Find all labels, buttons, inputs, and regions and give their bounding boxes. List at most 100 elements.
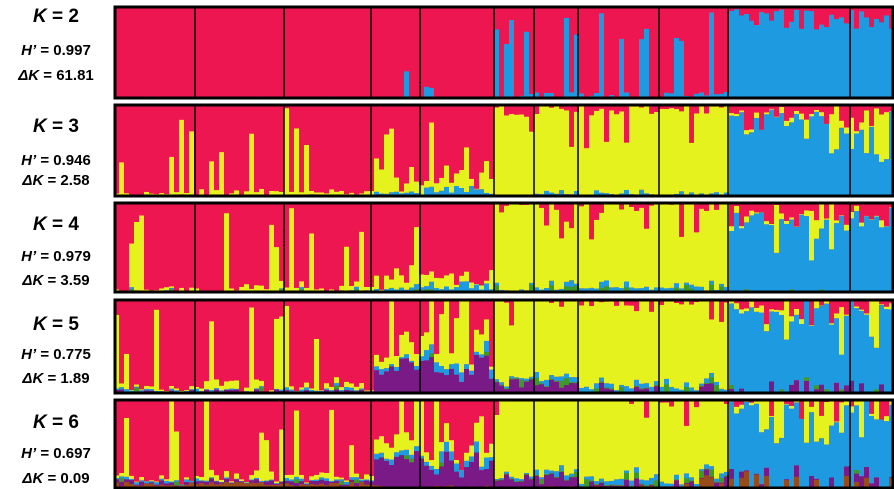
membership-bar: [244, 202, 250, 285]
membership-bar: [784, 299, 790, 340]
membership-bar: [824, 26, 830, 99]
membership-bar: [594, 484, 600, 486]
membership-bar: [569, 476, 575, 478]
membership-bar: [699, 286, 705, 293]
membership-bar: [324, 478, 330, 481]
membership-bar: [724, 6, 730, 92]
membership-bar: [314, 399, 320, 475]
membership-bar: [234, 299, 240, 381]
membership-bar: [559, 238, 565, 289]
membership-bar: [489, 457, 495, 461]
membership-bar: [279, 280, 285, 289]
membership-bar: [429, 281, 435, 290]
membership-bar: [279, 429, 285, 482]
membership-bar: [414, 202, 420, 228]
membership-bar: [799, 202, 805, 215]
membership-bar: [689, 480, 695, 482]
membership-bar: [454, 287, 460, 293]
membership-bar: [719, 286, 725, 293]
membership-bar: [439, 466, 445, 489]
membership-bar: [559, 108, 565, 191]
membership-bar: [484, 351, 490, 356]
membership-bar: [644, 299, 650, 384]
membership-bar: [834, 19, 840, 100]
membership-bar: [824, 300, 830, 304]
membership-bar: [489, 299, 495, 367]
membership-bar: [259, 104, 265, 190]
membership-bar: [719, 202, 725, 284]
membership-bar: [629, 6, 635, 97]
membership-bar: [784, 104, 790, 121]
membership-bar: [504, 44, 510, 99]
membership-bar: [439, 314, 445, 367]
membership-bar: [419, 399, 425, 456]
membership-bar: [234, 399, 240, 474]
membership-bar: [554, 380, 560, 382]
membership-bar: [639, 189, 645, 197]
membership-bar: [779, 9, 785, 99]
membership-bar: [744, 471, 750, 489]
membership-bar: [784, 339, 790, 394]
membership-bar: [844, 6, 850, 24]
membership-bar: [169, 202, 175, 287]
membership-bar: [319, 192, 325, 195]
membership-bar: [564, 221, 570, 282]
membership-bar: [769, 415, 775, 417]
membership-bar: [124, 481, 130, 489]
membership-bar: [654, 381, 660, 386]
membership-bar: [229, 380, 235, 389]
membership-bar: [309, 476, 315, 481]
membership-bar: [629, 299, 635, 306]
membership-bar: [534, 399, 540, 470]
membership-bar: [854, 6, 860, 29]
membership-bar: [874, 477, 880, 489]
membership-bar: [709, 202, 715, 281]
membership-bar: [489, 202, 495, 270]
membership-bar: [509, 19, 515, 100]
membership-bar: [164, 480, 170, 484]
membership-bar: [639, 6, 645, 40]
membership-bar: [449, 299, 455, 354]
membership-bar: [214, 202, 220, 292]
membership-bar: [749, 104, 755, 130]
membership-bar: [769, 225, 775, 293]
membership-bar: [354, 473, 360, 478]
membership-bar: [579, 6, 585, 94]
membership-bar: [614, 399, 620, 480]
membership-bar: [204, 6, 210, 98]
membership-bar: [524, 472, 530, 474]
membership-bar: [774, 299, 780, 310]
membership-bar: [449, 104, 455, 183]
membership-bar: [129, 389, 135, 391]
membership-bar: [719, 283, 725, 287]
membership-bar: [219, 104, 225, 153]
membership-bar: [644, 228, 650, 287]
membership-bar: [524, 380, 530, 382]
membership-bar: [424, 399, 430, 453]
membership-bar: [554, 471, 560, 477]
membership-bar: [714, 209, 720, 290]
panel-label-k6: K = 6 H’ = 0.697 ΔK = 0.09: [0, 398, 112, 489]
membership-bar: [744, 104, 750, 131]
membership-bar: [204, 381, 210, 390]
membership-bar: [294, 128, 300, 196]
membership-bar: [699, 477, 705, 479]
membership-bar: [814, 301, 820, 309]
membership-bar: [304, 202, 310, 288]
membership-bar: [479, 299, 485, 335]
membership-bar: [399, 358, 405, 394]
membership-bar: [504, 399, 510, 472]
membership-bar: [404, 282, 410, 290]
membership-bar: [814, 399, 820, 442]
membership-bar: [459, 169, 465, 188]
membership-bar: [494, 107, 500, 197]
membership-bar: [164, 6, 170, 98]
membership-bar: [114, 479, 120, 483]
membership-bar: [249, 307, 255, 392]
membership-bar: [839, 17, 845, 100]
membership-bar: [559, 190, 565, 197]
membership-bar: [499, 478, 505, 480]
membership-bar: [794, 202, 800, 227]
membership-bar: [804, 377, 810, 381]
membership-bar: [229, 6, 235, 98]
